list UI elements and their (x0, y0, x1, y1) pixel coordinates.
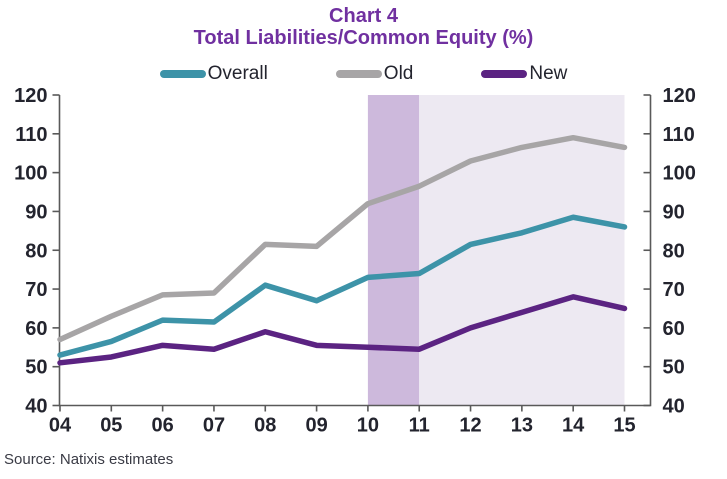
legend-label: Old (383, 63, 414, 84)
x-axis-label: 12 (459, 415, 481, 437)
y-axis-label-left: 120 (14, 85, 47, 107)
y-axis-label-left: 100 (14, 163, 47, 185)
chart-subtitle: Total Liabilities/Common Equity (%) (193, 27, 534, 49)
x-axis-label: 09 (305, 415, 327, 437)
y-axis-label-right: 60 (663, 318, 685, 340)
x-axis-label: 10 (357, 415, 379, 437)
legend-label: New (529, 63, 568, 84)
x-axis-label: 15 (613, 415, 635, 437)
source-note: Source: Natixis estimates (4, 451, 174, 468)
legend-swatch-overall (159, 70, 206, 78)
y-axis-label-left: 60 (25, 318, 47, 340)
highlight-band-0 (367, 95, 420, 405)
series-line-old (57, 134, 628, 343)
y-axis-label-right: 40 (663, 396, 685, 418)
y-axis-label-right: 100 (663, 163, 696, 185)
y-axis-label-left: 70 (25, 279, 47, 301)
legend-item-overall: Overall (159, 63, 268, 84)
legend-swatch-new (481, 70, 528, 78)
y-axis-label-left: 90 (25, 201, 47, 223)
x-axis-label: 06 (152, 415, 174, 437)
y-axis-label-right: 50 (663, 357, 685, 379)
x-axis-label: 05 (100, 415, 122, 437)
legend-item-old: Old (335, 63, 414, 84)
series-line-overall (57, 214, 628, 358)
y-axis-label-right: 110 (663, 124, 695, 146)
x-axis-label: 08 (254, 415, 276, 437)
y-axis-label-left: 110 (15, 124, 47, 146)
x-axis-label: 04 (49, 415, 72, 437)
x-axis-label: 11 (409, 415, 430, 437)
x-axis-label: 07 (203, 415, 225, 437)
y-axis-label-right: 120 (663, 85, 696, 107)
chart-title: Chart 4 (329, 5, 398, 27)
legend-swatch-old (335, 70, 382, 78)
legend-label: Overall (207, 63, 268, 84)
y-axis-label-left: 40 (25, 396, 47, 418)
series-line-new (57, 294, 628, 366)
x-axis-label: 13 (511, 415, 533, 437)
y-axis-label-left: 80 (25, 240, 47, 262)
legend: Overall Old New (0, 60, 727, 88)
y-axis-label-right: 70 (663, 279, 685, 301)
x-axis-label: 14 (562, 415, 585, 437)
y-axis-label-right: 80 (663, 240, 685, 262)
y-axis-label-right: 90 (663, 201, 685, 223)
y-axis-label-left: 50 (25, 357, 47, 379)
legend-item-new: New (481, 64, 567, 84)
